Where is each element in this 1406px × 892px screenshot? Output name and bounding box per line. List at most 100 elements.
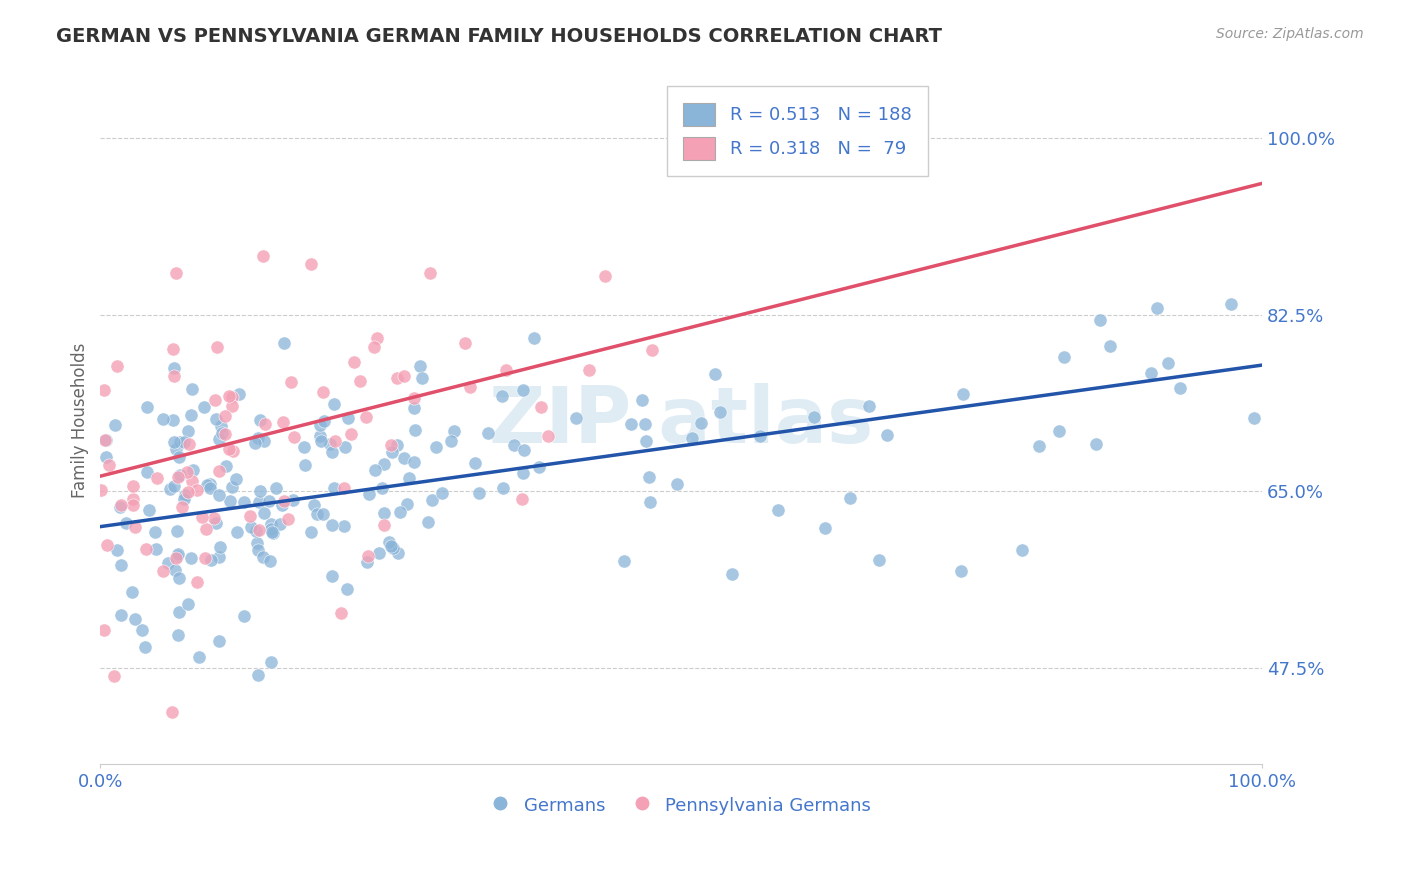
Point xyxy=(1098,339,1121,353)
Point xyxy=(411,370,433,384)
Point xyxy=(208,633,231,648)
Point xyxy=(309,434,332,448)
Point xyxy=(311,385,333,400)
Point xyxy=(165,550,187,565)
Point xyxy=(121,479,143,493)
Point xyxy=(340,427,363,442)
Point xyxy=(165,442,187,457)
Point xyxy=(170,500,193,514)
Point xyxy=(630,393,652,408)
Point xyxy=(366,331,388,345)
Point xyxy=(245,524,267,538)
Point xyxy=(135,465,157,479)
Point xyxy=(343,355,366,369)
Point xyxy=(232,495,254,509)
Point xyxy=(173,434,195,449)
Point xyxy=(218,442,240,456)
Point xyxy=(173,492,195,507)
Point xyxy=(277,512,299,526)
Point xyxy=(467,486,489,500)
Point xyxy=(329,606,352,620)
Point xyxy=(1011,543,1033,558)
Point xyxy=(163,563,186,577)
Point xyxy=(363,340,385,354)
Point xyxy=(208,487,231,501)
Point xyxy=(302,498,325,512)
Point xyxy=(593,268,616,283)
Point xyxy=(104,417,127,432)
Point xyxy=(121,585,143,599)
Point xyxy=(876,428,898,442)
Point xyxy=(260,517,283,532)
Point xyxy=(180,551,202,566)
Point xyxy=(215,458,238,473)
Point xyxy=(356,410,378,425)
Point xyxy=(373,506,395,520)
Point xyxy=(96,433,118,447)
Point xyxy=(195,522,218,536)
Point xyxy=(380,438,402,452)
Point xyxy=(165,266,187,280)
Point xyxy=(167,450,190,464)
Point xyxy=(402,401,425,416)
Point xyxy=(420,493,443,508)
Point xyxy=(336,411,359,425)
Point xyxy=(232,608,254,623)
Point xyxy=(419,266,441,280)
Point xyxy=(115,516,138,531)
Text: GERMAN VS PENNSYLVANIA GERMAN FAMILY HOUSEHOLDS CORRELATION CHART: GERMAN VS PENNSYLVANIA GERMAN FAMILY HOU… xyxy=(56,27,942,45)
Point xyxy=(110,607,132,622)
Point xyxy=(246,542,269,557)
Point xyxy=(868,552,890,566)
Point xyxy=(262,526,284,541)
Point xyxy=(249,413,271,427)
Point xyxy=(186,574,208,589)
Point xyxy=(124,520,146,534)
Point xyxy=(634,417,657,431)
Point xyxy=(368,546,391,560)
Point xyxy=(225,524,247,539)
Point xyxy=(167,571,190,585)
Point xyxy=(159,482,181,496)
Point xyxy=(333,519,356,533)
Point xyxy=(169,435,191,450)
Point xyxy=(240,519,263,533)
Point xyxy=(530,400,553,414)
Point xyxy=(108,500,131,515)
Point xyxy=(259,554,281,568)
Y-axis label: Family Households: Family Households xyxy=(72,343,89,499)
Point xyxy=(634,434,657,448)
Point xyxy=(225,473,247,487)
Point xyxy=(218,389,240,403)
Point xyxy=(392,368,415,383)
Point xyxy=(214,409,236,423)
Point xyxy=(283,430,305,444)
Point xyxy=(1243,410,1265,425)
Point xyxy=(135,400,157,414)
Point xyxy=(283,493,305,508)
Point xyxy=(260,522,283,536)
Point xyxy=(387,371,409,385)
Point xyxy=(404,423,426,437)
Point xyxy=(247,523,270,537)
Point xyxy=(416,515,439,529)
Point xyxy=(186,483,208,497)
Point xyxy=(200,553,222,567)
Point xyxy=(93,433,115,447)
Point xyxy=(356,556,378,570)
Point xyxy=(198,481,221,495)
Point xyxy=(325,434,347,448)
Point xyxy=(121,498,143,512)
Point xyxy=(387,546,409,560)
Point xyxy=(495,363,517,377)
Point xyxy=(162,342,184,356)
Point xyxy=(163,369,186,384)
Point xyxy=(666,476,689,491)
Point xyxy=(221,480,243,494)
Point xyxy=(218,493,240,508)
Point xyxy=(124,612,146,626)
Point xyxy=(689,416,711,430)
Point xyxy=(131,623,153,637)
Point xyxy=(162,434,184,449)
Point xyxy=(309,429,332,443)
